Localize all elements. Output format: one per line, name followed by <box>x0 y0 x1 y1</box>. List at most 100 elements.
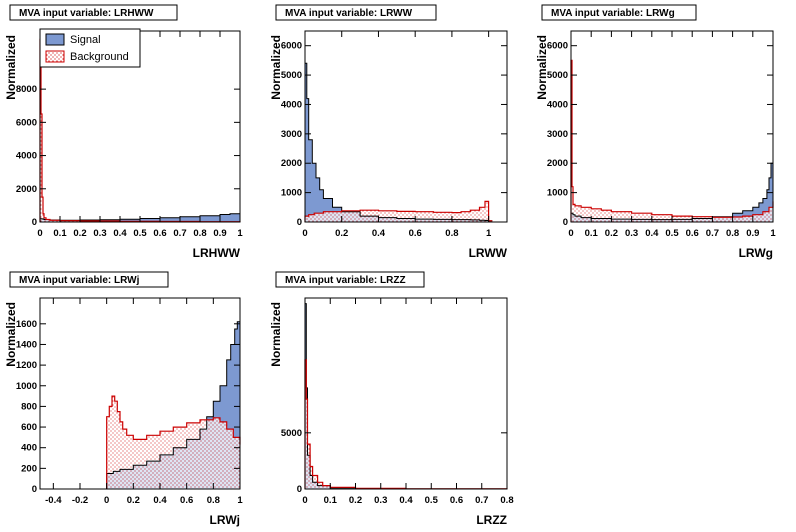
y-tick-label: 0 <box>297 217 302 228</box>
x-axis-title: LRHWW <box>193 246 241 260</box>
background-area <box>571 60 773 223</box>
chart-title-box <box>9 4 178 21</box>
background-line <box>304 359 508 490</box>
x-tick-label: 0 <box>104 495 109 506</box>
y-tick-label: 2000 <box>281 158 302 169</box>
y-tick-label: 0 <box>297 484 302 495</box>
x-tick-label: 1 <box>770 228 776 239</box>
x-tick-label: 0.7 <box>475 495 488 506</box>
x-tick-label: 0.6 <box>153 228 166 239</box>
signal-line <box>304 303 508 490</box>
plot-frame <box>39 297 241 490</box>
x-tick-label: 0.4 <box>399 495 413 506</box>
legend-background-label: Background <box>70 51 129 63</box>
x-axis-title: LRZZ <box>476 513 507 527</box>
y-tick-label: 0 <box>32 484 37 495</box>
legend-background-swatch <box>45 50 65 63</box>
x-tick-label: 0.2 <box>335 228 348 239</box>
y-axis-title: Normalized <box>4 302 18 367</box>
background-line <box>106 395 241 489</box>
background-area <box>305 359 507 489</box>
signal-area <box>305 63 493 222</box>
chart-panel-1: MVA input variable: LRHWW 0 0.1 0.2 0.3 0.4 0.… <box>4 4 243 260</box>
x-tick-label: 0.5 <box>425 495 439 506</box>
plot-frame <box>570 30 774 223</box>
chart-panel-5: MVA input variable: LRZZ 0 0.1 0.2 0.3 0.4 0.5… <box>269 271 514 527</box>
chart-title-box <box>541 4 697 21</box>
x-tick-label: 0.7 <box>706 228 719 239</box>
x-tick-label: 1 <box>237 228 243 239</box>
y-axis-title: Normalized <box>4 35 18 100</box>
y-tick-label: 800 <box>21 401 37 412</box>
x-tick-label: 0.5 <box>665 228 679 239</box>
chart-title-box <box>275 271 425 288</box>
x-tick-label: 0.6 <box>450 495 463 506</box>
y-axis-title: Normalized <box>535 35 549 100</box>
x-tick-label: 0.1 <box>585 228 599 239</box>
background-line <box>570 59 774 222</box>
x-tick-label: 0.4 <box>645 228 659 239</box>
y-tick-label: 3000 <box>547 129 568 140</box>
x-axis-title: LRWj <box>210 513 240 527</box>
y-tick-label: 4000 <box>547 99 568 110</box>
x-tick-label: 0 <box>302 228 307 239</box>
chart-panel-2: MVA input variable: LRWW 0 0.2 0.4 0.6 0.8 1 0 1… <box>269 4 508 260</box>
y-tick-label: 1000 <box>281 188 302 199</box>
y-tick-label: 8000 <box>16 84 37 95</box>
y-tick-label: 600 <box>21 422 37 433</box>
chart-title: MVA input variable: LRWg <box>551 8 675 19</box>
x-tick-label: 0.1 <box>53 228 67 239</box>
x-tick-label: 0.8 <box>445 228 458 239</box>
signal-line <box>570 148 774 222</box>
x-tick-label: 0.8 <box>726 228 739 239</box>
x-tick-label: 0.8 <box>207 495 220 506</box>
y-tick-label: 6000 <box>16 117 37 128</box>
x-tick-label: 0.3 <box>374 495 387 506</box>
y-tick-label: 400 <box>21 443 37 454</box>
legend-signal-swatch <box>45 33 65 46</box>
y-tick-label: 1400 <box>16 339 37 350</box>
y-tick-label: 5000 <box>547 70 568 81</box>
plot-frame <box>304 30 508 223</box>
y-tick-label: 4000 <box>16 151 37 162</box>
y-tick-label: 0 <box>32 217 37 228</box>
background-line <box>304 200 493 222</box>
y-tick-label: 1600 <box>16 319 37 330</box>
x-tick-label: 0.8 <box>500 495 513 506</box>
x-tick-label: 0.3 <box>625 228 638 239</box>
x-tick-label: 1 <box>486 228 492 239</box>
x-tick-label: 0.3 <box>93 228 106 239</box>
chart-title: MVA input variable: LRZZ <box>285 275 406 286</box>
chart-title-box <box>275 4 437 21</box>
x-tick-label: 0 <box>302 495 307 506</box>
chart-title: MVA input variable: LRWj <box>19 275 140 286</box>
x-tick-label: 0 <box>37 228 42 239</box>
x-tick-label: 0.9 <box>213 228 226 239</box>
x-tick-label: 0.6 <box>409 228 422 239</box>
chart-title-box <box>9 271 169 288</box>
x-axis-title: LRWW <box>469 246 508 260</box>
x-tick-label: 0.1 <box>324 495 338 506</box>
y-tick-label: 5000 <box>281 70 302 81</box>
y-tick-label: 200 <box>21 463 37 474</box>
x-tick-label: 0.8 <box>193 228 206 239</box>
x-tick-label: -0.2 <box>72 495 88 506</box>
x-tick-label: 0.2 <box>127 495 140 506</box>
x-tick-label: 0.4 <box>113 228 127 239</box>
signal-area <box>40 213 240 222</box>
y-tick-label: 4000 <box>281 99 302 110</box>
x-tick-label: 0.4 <box>372 228 386 239</box>
y-tick-label: 1200 <box>16 360 37 371</box>
y-tick-label: 6000 <box>281 41 302 52</box>
y-tick-label: 1000 <box>16 381 37 392</box>
legend: Signal Background <box>39 28 141 68</box>
x-tick-label: 0.6 <box>686 228 699 239</box>
y-axis-title: Normalized <box>269 35 283 100</box>
x-tick-label: 0.2 <box>73 228 86 239</box>
signal-area <box>305 303 507 489</box>
x-tick-label: 0 <box>568 228 573 239</box>
y-tick-label: 1000 <box>547 188 568 199</box>
x-tick-label: 0.5 <box>133 228 147 239</box>
chart-title: MVA input variable: LRWW <box>285 8 413 19</box>
